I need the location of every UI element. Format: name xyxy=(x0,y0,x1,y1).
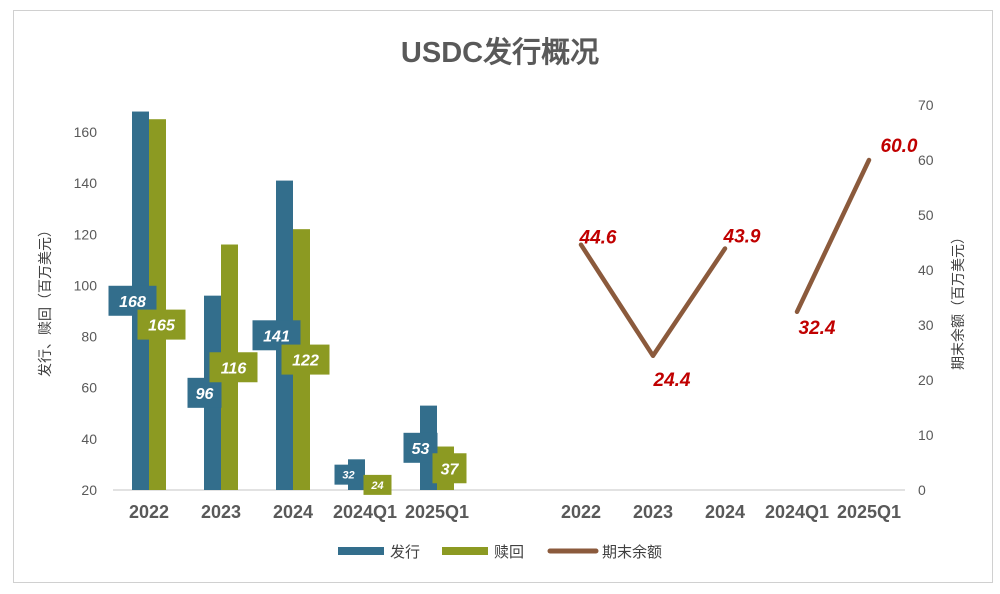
bar-redeem xyxy=(149,119,166,490)
legend-item-redeem[interactable]: 赎回 xyxy=(442,544,524,561)
x-tick-label: 2024Q1 xyxy=(765,502,829,522)
x-tick-label: 2023 xyxy=(633,502,673,522)
left-tick-label: 160 xyxy=(74,124,98,140)
right-tick-label: 40 xyxy=(918,262,934,278)
legend-label: 期末余额 xyxy=(602,543,662,561)
legend-item-issue[interactable]: 发行 xyxy=(338,544,420,561)
x-tick-label: 2024Q1 xyxy=(333,502,397,522)
balance-line xyxy=(578,242,728,359)
bars: 168 96 141 32 53 165 116 122 24 37 xyxy=(108,111,467,495)
left-tick-label: 60 xyxy=(81,380,97,396)
data-label: 141 xyxy=(263,328,290,345)
legend-swatch xyxy=(338,547,384,555)
balance-data-label: 32.4 xyxy=(799,318,836,339)
x-tick-label: 2024 xyxy=(273,502,313,522)
legend-label: 赎回 xyxy=(494,544,524,561)
balance-line xyxy=(794,157,872,315)
chart-title: USDC发行概况 xyxy=(401,36,599,69)
right-axis-title: 期末余额（百万美元） xyxy=(950,230,966,370)
data-label: 165 xyxy=(148,318,176,335)
left-tick-label: 20 xyxy=(81,482,97,498)
right-tick-label: 70 xyxy=(918,97,934,113)
right-tick-label: 20 xyxy=(918,372,934,388)
right-y-axis: 0 10 20 30 40 50 60 70 xyxy=(918,97,934,498)
legend-label: 发行 xyxy=(390,544,420,561)
legend-item-balance[interactable]: 期末余额 xyxy=(547,543,662,561)
data-label: 53 xyxy=(412,441,430,458)
right-tick-label: 50 xyxy=(918,207,934,223)
data-label: 96 xyxy=(196,386,214,403)
chart-frame xyxy=(13,10,993,583)
data-label-box xyxy=(432,453,467,484)
x-tick-label: 2025Q1 xyxy=(837,502,901,522)
left-tick-label: 120 xyxy=(74,226,98,242)
data-label-box xyxy=(334,464,363,485)
balance-data-label: 44.6 xyxy=(579,228,617,249)
right-tick-label: 10 xyxy=(918,427,934,443)
balance-data-label: 24.4 xyxy=(653,370,691,391)
data-label-box xyxy=(363,474,392,495)
data-label: 37 xyxy=(441,461,460,478)
right-tick-label: 30 xyxy=(918,317,934,333)
left-tick-label: 40 xyxy=(81,431,97,447)
x-tick-label: 2024 xyxy=(705,502,745,522)
data-label-box xyxy=(137,309,186,340)
left-tick-label: 80 xyxy=(81,329,97,345)
balance-data-label: 43.9 xyxy=(723,227,761,248)
data-label: 168 xyxy=(119,294,146,311)
right-tick-label: 0 xyxy=(918,482,926,498)
data-label-box xyxy=(403,432,438,463)
x-tick-label: 2025Q1 xyxy=(405,502,469,522)
right-tick-label: 60 xyxy=(918,152,934,168)
left-axis-title: 发行、赎回（百万美元） xyxy=(37,223,53,377)
data-label-box xyxy=(187,377,222,408)
x-tick-label: 2023 xyxy=(201,502,241,522)
data-label: 32 xyxy=(342,470,354,482)
line-series: 44.6 24.4 43.9 32.4 60.0 xyxy=(579,136,918,391)
x-tick-label: 2022 xyxy=(561,502,601,522)
left-y-axis: 20 40 60 80 100 120 140 160 xyxy=(74,124,98,498)
legend: 发行 赎回 期末余额 xyxy=(338,543,662,561)
data-label: 24 xyxy=(370,480,383,492)
left-tick-label: 100 xyxy=(74,277,98,293)
balance-data-label: 60.0 xyxy=(881,136,918,157)
data-label-box xyxy=(281,344,330,375)
data-label: 122 xyxy=(292,353,319,370)
legend-swatch xyxy=(442,547,488,555)
data-label-box xyxy=(209,352,258,383)
x-tick-label: 2022 xyxy=(129,502,169,522)
data-label: 116 xyxy=(221,360,247,377)
x-axis-labels: 2022 2023 2024 2024Q1 2025Q1 2022 2023 2024 2024… xyxy=(129,502,901,522)
left-tick-label: 140 xyxy=(74,175,98,191)
